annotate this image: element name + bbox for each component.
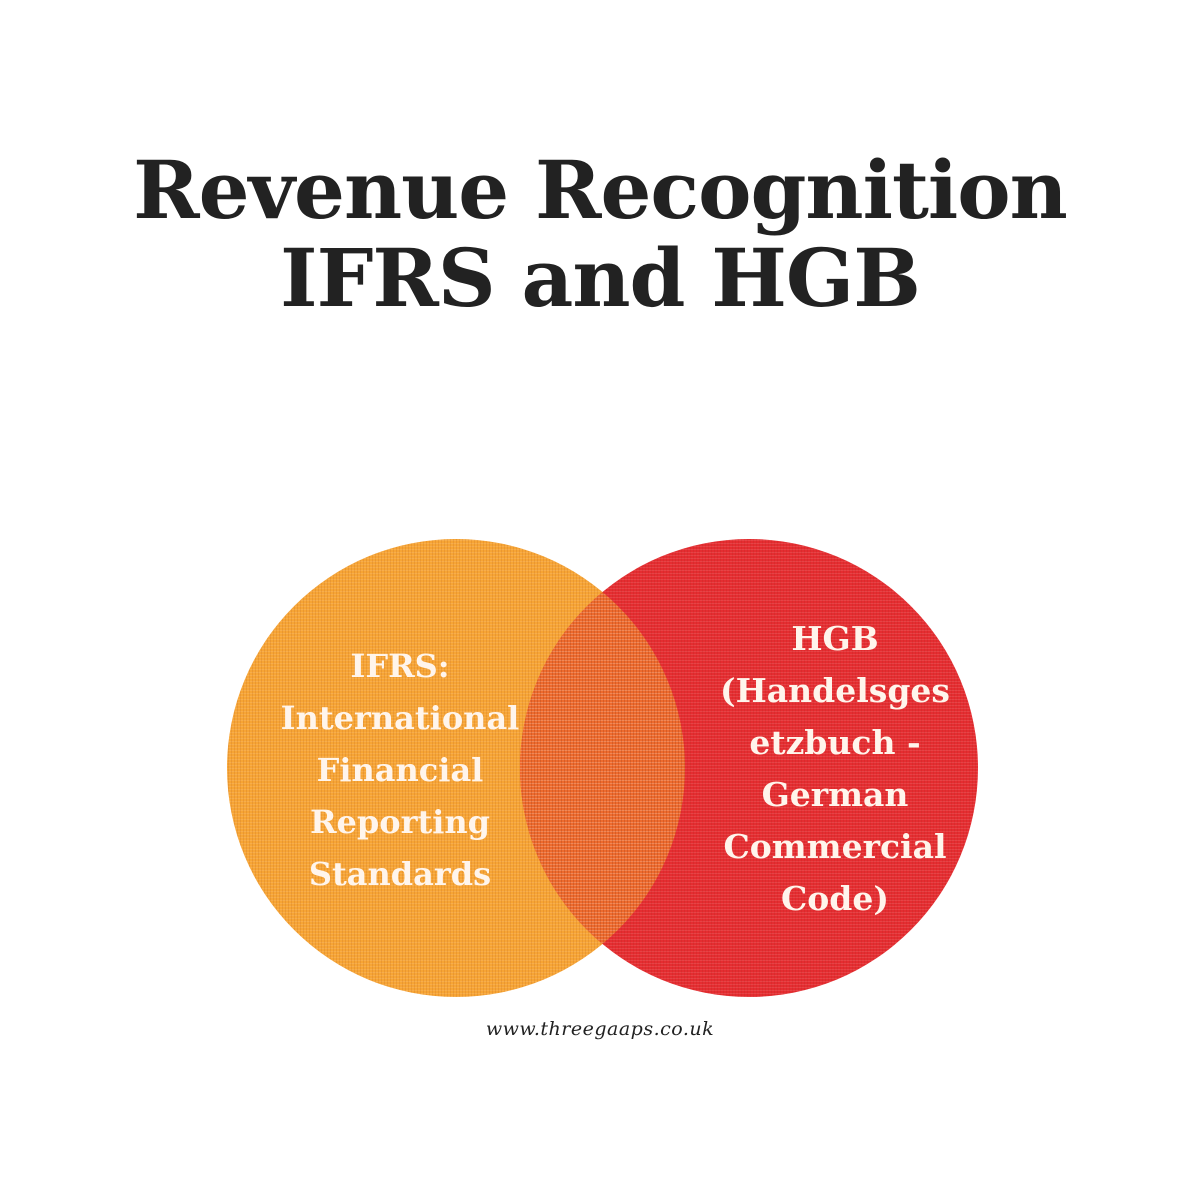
ifrs-label: IFRS: International Financial Reporting … <box>255 640 545 900</box>
ifrs-label-line: International <box>280 699 520 737</box>
title-line-1: Revenue Recognition <box>133 143 1068 237</box>
title-line-2: IFRS and HGB <box>280 231 921 325</box>
page-title: Revenue Recognition IFRS and HGB <box>0 146 1200 322</box>
ifrs-label-line: IFRS: <box>350 647 450 685</box>
hgb-label-line: German <box>761 775 909 814</box>
hgb-label-line: HGB <box>791 619 879 658</box>
hgb-label-line: Code) <box>781 879 889 918</box>
website-url: www.threegaaps.co.uk <box>485 1018 715 1040</box>
ifrs-label-line: Standards <box>308 855 492 893</box>
hgb-circle-texture <box>520 539 978 997</box>
hgb-label-line: (Handelsges <box>719 671 950 710</box>
hgb-label-line: etzbuch - <box>749 723 921 762</box>
hgb-label: HGB (Handelsges etzbuch - German Commerc… <box>700 613 970 925</box>
hgb-label-line: Commercial <box>723 827 947 866</box>
ifrs-label-line: Reporting <box>309 803 491 841</box>
ifrs-label-line: Financial <box>316 751 484 789</box>
